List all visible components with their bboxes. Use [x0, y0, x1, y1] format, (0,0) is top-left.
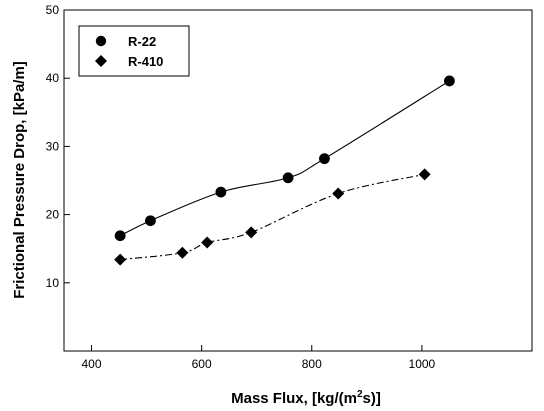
- data-point-r22: [444, 75, 455, 87]
- data-point-r410: [332, 187, 345, 200]
- fit-curves: [119, 80, 450, 261]
- y-tick-label: 10: [46, 276, 60, 290]
- axis-ticks: 400 600 800 1000 10 20 30 40 50: [46, 3, 436, 371]
- data-point-r22: [319, 153, 330, 165]
- y-tick-label: 20: [46, 208, 60, 222]
- data-point-r22: [145, 215, 156, 227]
- data-point-r410: [176, 246, 189, 259]
- data-point-r410: [114, 253, 127, 266]
- data-point-r22: [114, 230, 126, 242]
- y-axis-title: Frictional Pressure Drop, [kPa/m]: [11, 61, 28, 299]
- y-tick-label: 50: [46, 3, 60, 17]
- plot-area-frame: [63, 9, 533, 352]
- x-tick-label: 400: [82, 357, 102, 371]
- x-tick-label: 800: [302, 357, 322, 371]
- legend: R-22 R-410: [78, 25, 190, 77]
- data-point-r410: [201, 236, 214, 249]
- data-point-r22: [282, 172, 294, 184]
- y-tick-label: 30: [46, 139, 60, 153]
- fit-line-series-1: [119, 80, 450, 237]
- legend-label-r22: R-22: [128, 34, 156, 49]
- x-tick-label: 1000: [409, 357, 436, 371]
- legend-label-r410: R-410: [128, 54, 163, 69]
- fit-line-series-2: [120, 173, 425, 261]
- data-point-r22: [215, 186, 227, 198]
- y-tick-label: 40: [46, 71, 60, 85]
- data-point-r410: [418, 168, 431, 181]
- legend-box: [78, 25, 190, 77]
- legend-marker-r410: [95, 55, 107, 67]
- data-point-r410: [245, 226, 258, 239]
- x-tick-label: 600: [192, 357, 212, 371]
- x-axis-title: Mass Flux, [kg/(m2s)]: [231, 389, 381, 407]
- legend-marker-r22: [95, 35, 107, 47]
- data-points: [114, 75, 455, 266]
